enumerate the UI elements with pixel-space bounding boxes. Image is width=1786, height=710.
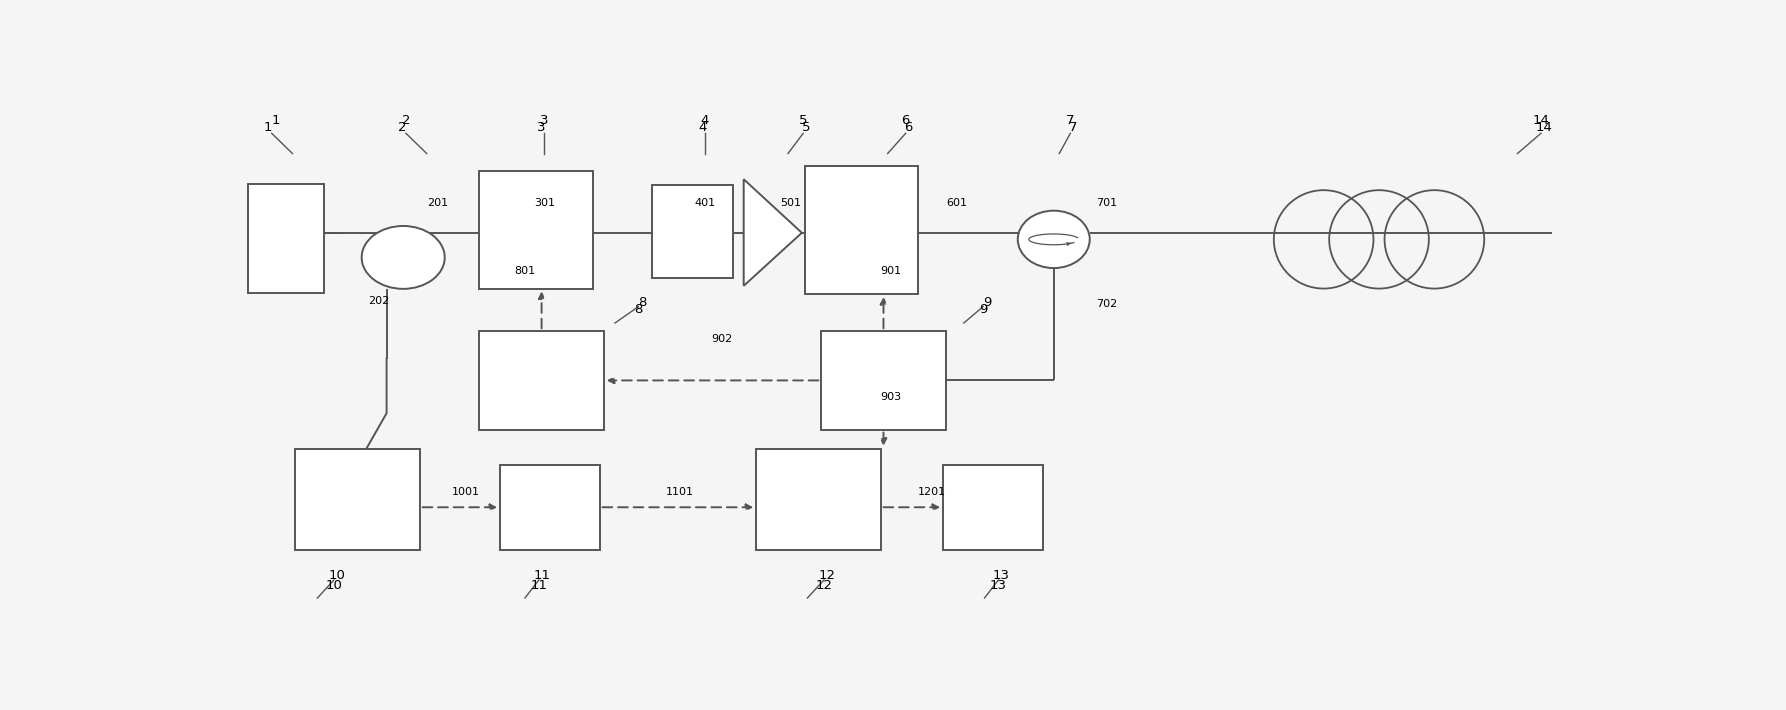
Bar [295,449,420,550]
Text: 8: 8 [634,303,643,316]
Text: 1001: 1001 [452,488,479,498]
Text: 11: 11 [530,579,547,592]
Text: 7: 7 [1066,114,1075,127]
Text: 401: 401 [695,198,716,208]
Text: 501: 501 [780,198,802,208]
Text: 301: 301 [534,198,555,208]
Bar [804,165,918,294]
Text: 601: 601 [947,198,968,208]
Text: 903: 903 [880,392,900,402]
Text: 12: 12 [816,579,832,592]
Text: 701: 701 [1097,198,1116,208]
Bar [500,465,600,550]
Text: 4: 4 [698,121,705,134]
Text: 6: 6 [904,121,913,134]
Text: 14: 14 [1536,121,1552,134]
Text: 10: 10 [329,569,345,582]
Text: 3: 3 [539,114,548,127]
Text: 1201: 1201 [918,488,947,498]
Text: 2: 2 [398,121,405,134]
Text: 9: 9 [982,296,991,310]
Text: 7: 7 [1068,121,1077,134]
Text: 901: 901 [880,266,900,276]
Polygon shape [743,179,802,286]
Text: 1101: 1101 [666,488,695,498]
Text: 201: 201 [427,198,448,208]
Text: 11: 11 [532,569,550,582]
Bar [479,331,604,430]
Text: 10: 10 [325,579,343,592]
Text: 13: 13 [989,579,1007,592]
Text: 801: 801 [514,266,536,276]
Text: 5: 5 [798,114,807,127]
Bar [652,185,732,278]
Text: 8: 8 [638,296,647,310]
Text: 14: 14 [1532,114,1550,127]
Text: 3: 3 [538,121,547,134]
Bar [479,171,593,288]
Text: 1: 1 [271,114,280,127]
Text: 9: 9 [979,303,988,316]
Text: 6: 6 [902,114,909,127]
Text: 902: 902 [711,334,732,344]
Text: 2: 2 [402,114,411,127]
Text: 1: 1 [263,121,271,134]
Bar [755,449,880,550]
Text: 13: 13 [993,569,1009,582]
Text: 702: 702 [1097,299,1116,309]
Text: 12: 12 [818,569,836,582]
Text: 4: 4 [700,114,709,127]
Ellipse shape [361,226,445,289]
Bar [943,465,1043,550]
Bar [248,184,325,293]
Bar [822,331,947,430]
Text: 5: 5 [802,121,811,134]
Ellipse shape [1018,211,1089,268]
Text: 202: 202 [368,296,389,306]
